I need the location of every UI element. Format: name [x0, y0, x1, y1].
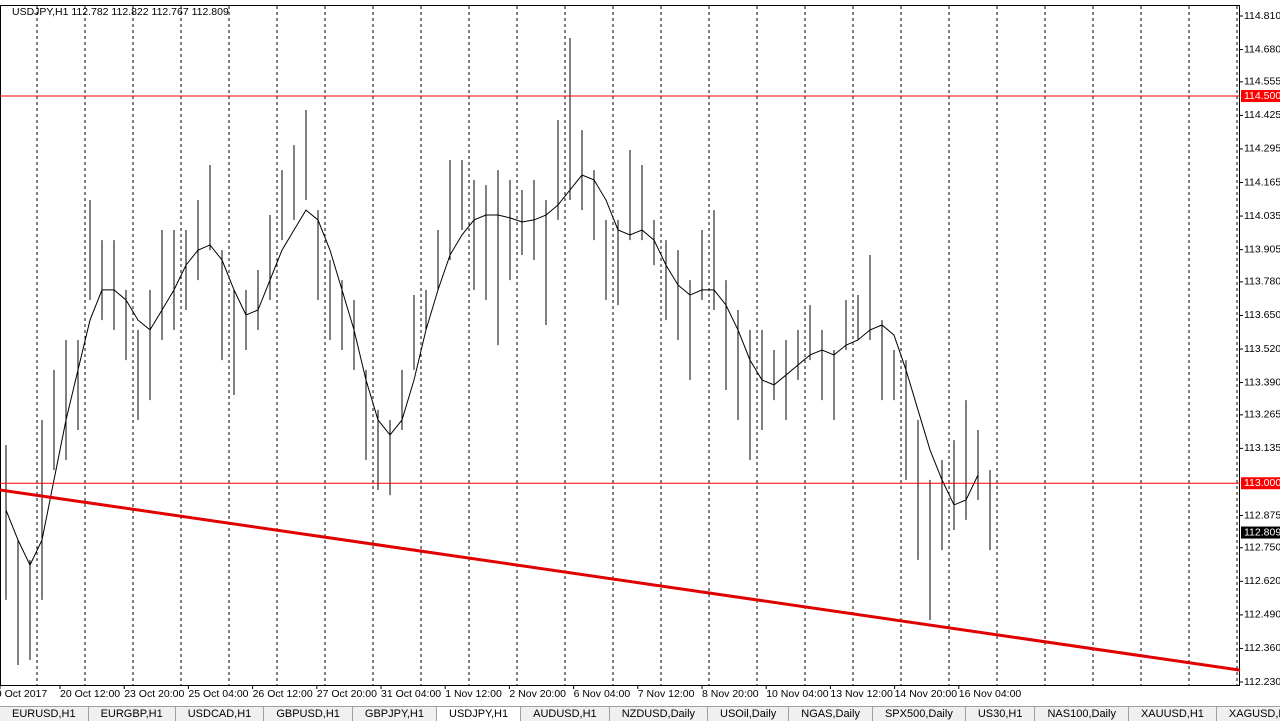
symbol-tab[interactable]: US30,H1 — [966, 707, 1036, 721]
symbol-tab[interactable]: SPX500,Daily — [873, 707, 966, 721]
x-tick-label: 25 Oct 04:00 — [188, 688, 248, 700]
symbol-tab[interactable]: GBPJPY,H1 — [353, 707, 437, 721]
symbol-tab[interactable]: USOil,Daily — [708, 707, 790, 721]
x-tick-label: 2 Nov 20:00 — [509, 688, 566, 700]
symbol-tab[interactable]: USDJPY,H1 — [437, 707, 522, 721]
level-label: 114.500 — [1244, 90, 1280, 102]
x-tick-label: 23 Oct 20:00 — [124, 688, 184, 700]
x-tick-label: 14 Nov 20:00 — [895, 688, 958, 700]
symbol-tab[interactable]: GBPUSD,H1 — [264, 707, 353, 721]
y-tick-label: 113.390 — [1244, 376, 1280, 388]
y-tick-label: 114.810 — [1244, 10, 1280, 22]
x-tick-label: 31 Oct 04:00 — [381, 688, 441, 700]
trendline — [0, 488, 1241, 672]
symbol-tab[interactable]: USDCAD,H1 — [176, 707, 265, 721]
y-tick-label: 113.780 — [1244, 276, 1280, 288]
y-tick-label: 114.425 — [1244, 109, 1280, 121]
plot-frame — [0, 5, 1240, 686]
y-tick-label: 112.360 — [1244, 642, 1280, 654]
symbol-tab[interactable]: XAUUSD,H1 — [1129, 707, 1217, 721]
symbol-tab[interactable]: EURGBP,H1 — [89, 707, 176, 721]
x-tick-label: 27 Oct 20:00 — [317, 688, 377, 700]
y-tick-label: 114.035 — [1244, 210, 1280, 222]
x-tick-label: 26 Oct 12:00 — [253, 688, 313, 700]
x-tick-label: 10 Nov 04:00 — [766, 688, 829, 700]
x-tick-label: 19 Oct 2017 — [0, 688, 47, 700]
y-tick-label: 112.875 — [1244, 509, 1280, 521]
y-tick-label: 114.165 — [1244, 176, 1280, 188]
y-tick-label: 113.265 — [1244, 409, 1280, 421]
x-tick-label: 7 Nov 12:00 — [638, 688, 695, 700]
current-price-label: 112.809 — [1244, 526, 1280, 538]
y-tick-label: 112.750 — [1244, 542, 1280, 554]
chart-title: USDJPY,H1 112.782 112.822 112.767 112.80… — [12, 6, 229, 18]
y-tick-label: 112.620 — [1244, 575, 1280, 587]
y-tick-label: 113.520 — [1244, 343, 1280, 355]
level-label-box — [1241, 90, 1280, 103]
y-tick-label: 113.135 — [1244, 442, 1280, 454]
x-tick-label: 20 Oct 12:00 — [60, 688, 120, 700]
symbol-tab[interactable]: NGAS,Daily — [789, 707, 873, 721]
level-label-box — [1241, 477, 1280, 490]
y-tick-label: 113.650 — [1244, 309, 1280, 321]
x-tick-label: 13 Nov 12:00 — [830, 688, 893, 700]
level-label: 113.000 — [1244, 477, 1280, 489]
y-tick-label: 114.680 — [1244, 43, 1280, 55]
y-tick-label: 113.905 — [1244, 243, 1280, 255]
moving-average — [5, 174, 979, 567]
symbol-tab[interactable]: EURUSD,H1 — [0, 707, 89, 721]
chart: USDJPY,H1 112.782 112.822 112.767 112.80… — [0, 5, 1280, 700]
y-tick-label: 114.555 — [1244, 76, 1280, 88]
x-tick-label: 6 Nov 04:00 — [574, 688, 631, 700]
y-tick-label: 114.295 — [1244, 143, 1280, 155]
current-price-box — [1241, 526, 1280, 539]
symbol-tab[interactable]: NAS100,Daily — [1035, 707, 1129, 721]
x-tick-label: 1 Nov 12:00 — [445, 688, 502, 700]
symbol-tab[interactable]: XAGUSD,H1 — [1217, 707, 1280, 721]
x-tick-label: 16 Nov 04:00 — [959, 688, 1022, 700]
symbol-tab[interactable]: AUDUSD,H1 — [521, 707, 610, 721]
y-tick-label: 112.230 — [1244, 676, 1280, 688]
tab-bar: EURUSD,H1 EURGBP,H1 USDCAD,H1 GBPUSD,H1 GBPJ… — [0, 706, 1280, 721]
x-tick-label: 8 Nov 20:00 — [702, 688, 759, 700]
y-tick-label: 112.490 — [1244, 609, 1280, 621]
symbol-tab[interactable]: NZDUSD,Daily — [610, 707, 709, 721]
